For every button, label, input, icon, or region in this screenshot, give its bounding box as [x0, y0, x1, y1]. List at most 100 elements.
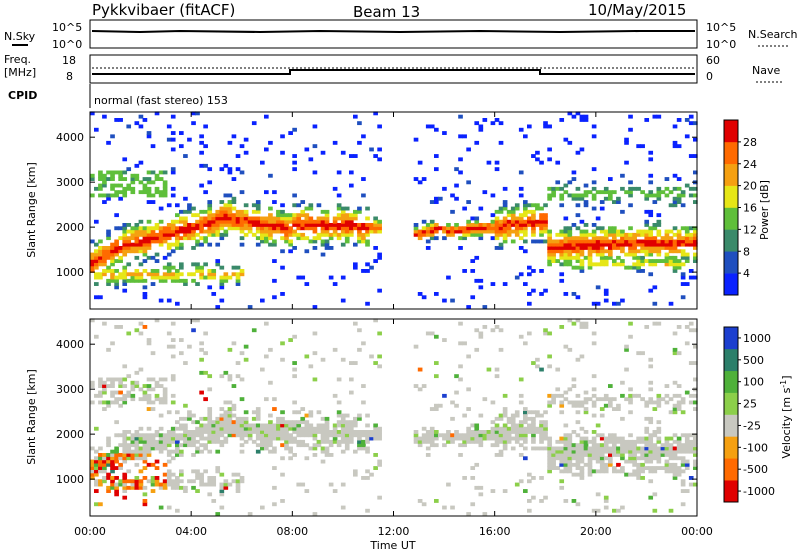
heatmap-cell: [474, 439, 480, 444]
heatmap-cell: [138, 180, 144, 185]
heatmap-cell: [559, 459, 565, 464]
heatmap-cell: [583, 232, 589, 237]
heatmap-cell: [150, 436, 156, 441]
heatmap-cell: [648, 397, 654, 402]
heatmap-cell: [676, 400, 682, 405]
heatmap-cell: [223, 370, 229, 375]
heatmap-cell: [122, 239, 128, 244]
heatmap-cell: [170, 338, 176, 342]
heatmap-cell: [187, 433, 192, 438]
heatmap-cell: [142, 384, 148, 388]
heatmap-cell: [502, 206, 508, 211]
heatmap-cell: [251, 430, 257, 434]
heatmap-cell: [640, 190, 645, 195]
heatmap-cell: [126, 249, 132, 254]
heatmap-cell: [175, 508, 180, 513]
heatmap-cell: [450, 433, 455, 438]
heatmap-cell: [349, 420, 354, 425]
heatmap-cell: [296, 430, 302, 434]
heatmap-cell: [183, 426, 188, 431]
heatmap-cell: [349, 377, 354, 382]
heatmap-cell: [531, 476, 536, 480]
heatmap-cell: [300, 420, 306, 425]
heatmap-cell: [636, 462, 641, 467]
heatmap-cell: [478, 433, 484, 438]
heatmap-cell: [624, 252, 629, 257]
heatmap-cell: [90, 380, 95, 385]
heatmap-cell: [636, 242, 641, 247]
heatmap-cell: [632, 439, 637, 444]
heatmap-cell: [150, 377, 156, 382]
heatmap-cell: [551, 242, 556, 247]
heatmap-cell: [531, 416, 536, 421]
heatmap-cell: [555, 393, 561, 398]
heatmap-cell: [264, 426, 269, 431]
heatmap-cell: [251, 426, 257, 431]
heatmap-cell: [219, 485, 225, 490]
y-tick-label: 4000: [56, 131, 84, 144]
heatmap-cell: [142, 485, 148, 490]
heatmap-cell: [130, 229, 136, 234]
heatmap-cell: [235, 154, 241, 158]
heatmap-cell: [336, 203, 342, 208]
heatmap-cell: [102, 400, 107, 405]
heatmap-cell: [624, 344, 629, 349]
heatmap-cell: [260, 446, 265, 451]
heatmap-cell: [571, 443, 577, 448]
heatmap-cell: [672, 186, 678, 191]
heatmap-cell: [688, 154, 694, 158]
heatmap-cell: [559, 462, 565, 467]
heatmap-cell: [179, 449, 184, 454]
heatmap-cell: [676, 144, 682, 149]
heatmap-cell: [142, 390, 148, 395]
heatmap-cell: [122, 193, 128, 198]
station-title: Pykkvibaer (fitACF): [92, 1, 235, 19]
heatmap-cell: [595, 423, 601, 428]
heatmap-cell: [365, 269, 370, 273]
heatmap-cell: [239, 420, 245, 425]
heatmap-cell: [579, 426, 585, 431]
heatmap-cell: [170, 114, 176, 119]
heatmap-cell: [595, 190, 601, 195]
heatmap-cell: [344, 413, 350, 418]
heatmap-cell: [94, 262, 99, 267]
heatmap-cell: [693, 439, 698, 444]
heatmap-cell: [219, 489, 225, 493]
heatmap-cell: [332, 347, 338, 352]
heatmap-cell: [90, 173, 95, 178]
heatmap-cell: [518, 246, 524, 250]
heatmap-cell: [547, 147, 552, 152]
heatmap-cell: [272, 223, 277, 227]
heatmap-cell: [421, 226, 427, 231]
heatmap-cell: [563, 242, 569, 247]
heatmap-cell: [361, 193, 366, 198]
heatmap-cell: [551, 193, 556, 198]
heatmap-cell: [462, 436, 467, 441]
heatmap-cell: [676, 262, 682, 267]
heatmap-cell: [583, 462, 589, 467]
heatmap-cell: [571, 239, 577, 244]
sky-series-line: [91, 29, 695, 34]
heatmap-cell: [106, 472, 111, 477]
heatmap-cell: [470, 430, 476, 434]
heatmap-cell: [628, 186, 633, 191]
heatmap-cell: [628, 456, 633, 461]
heatmap-cell: [102, 469, 107, 474]
heatmap-cell: [207, 476, 213, 480]
heatmap-cell: [243, 150, 249, 155]
heatmap-cell: [555, 259, 561, 263]
heatmap-cell: [247, 219, 253, 224]
heatmap-cell: [502, 229, 508, 234]
heatmap-cell: [235, 420, 241, 425]
heatmap-cell: [543, 226, 548, 231]
heatmap-cell: [158, 400, 164, 405]
heatmap-cell: [664, 186, 670, 191]
heatmap-cell: [656, 219, 662, 224]
heatmap-cell: [312, 351, 318, 356]
heatmap-cell: [150, 351, 156, 356]
heatmap-cell: [608, 232, 613, 237]
heatmap-cell: [518, 229, 524, 234]
heatmap-cell: [102, 183, 107, 188]
heatmap-cell: [332, 216, 338, 221]
heatmap-cell: [470, 439, 476, 444]
